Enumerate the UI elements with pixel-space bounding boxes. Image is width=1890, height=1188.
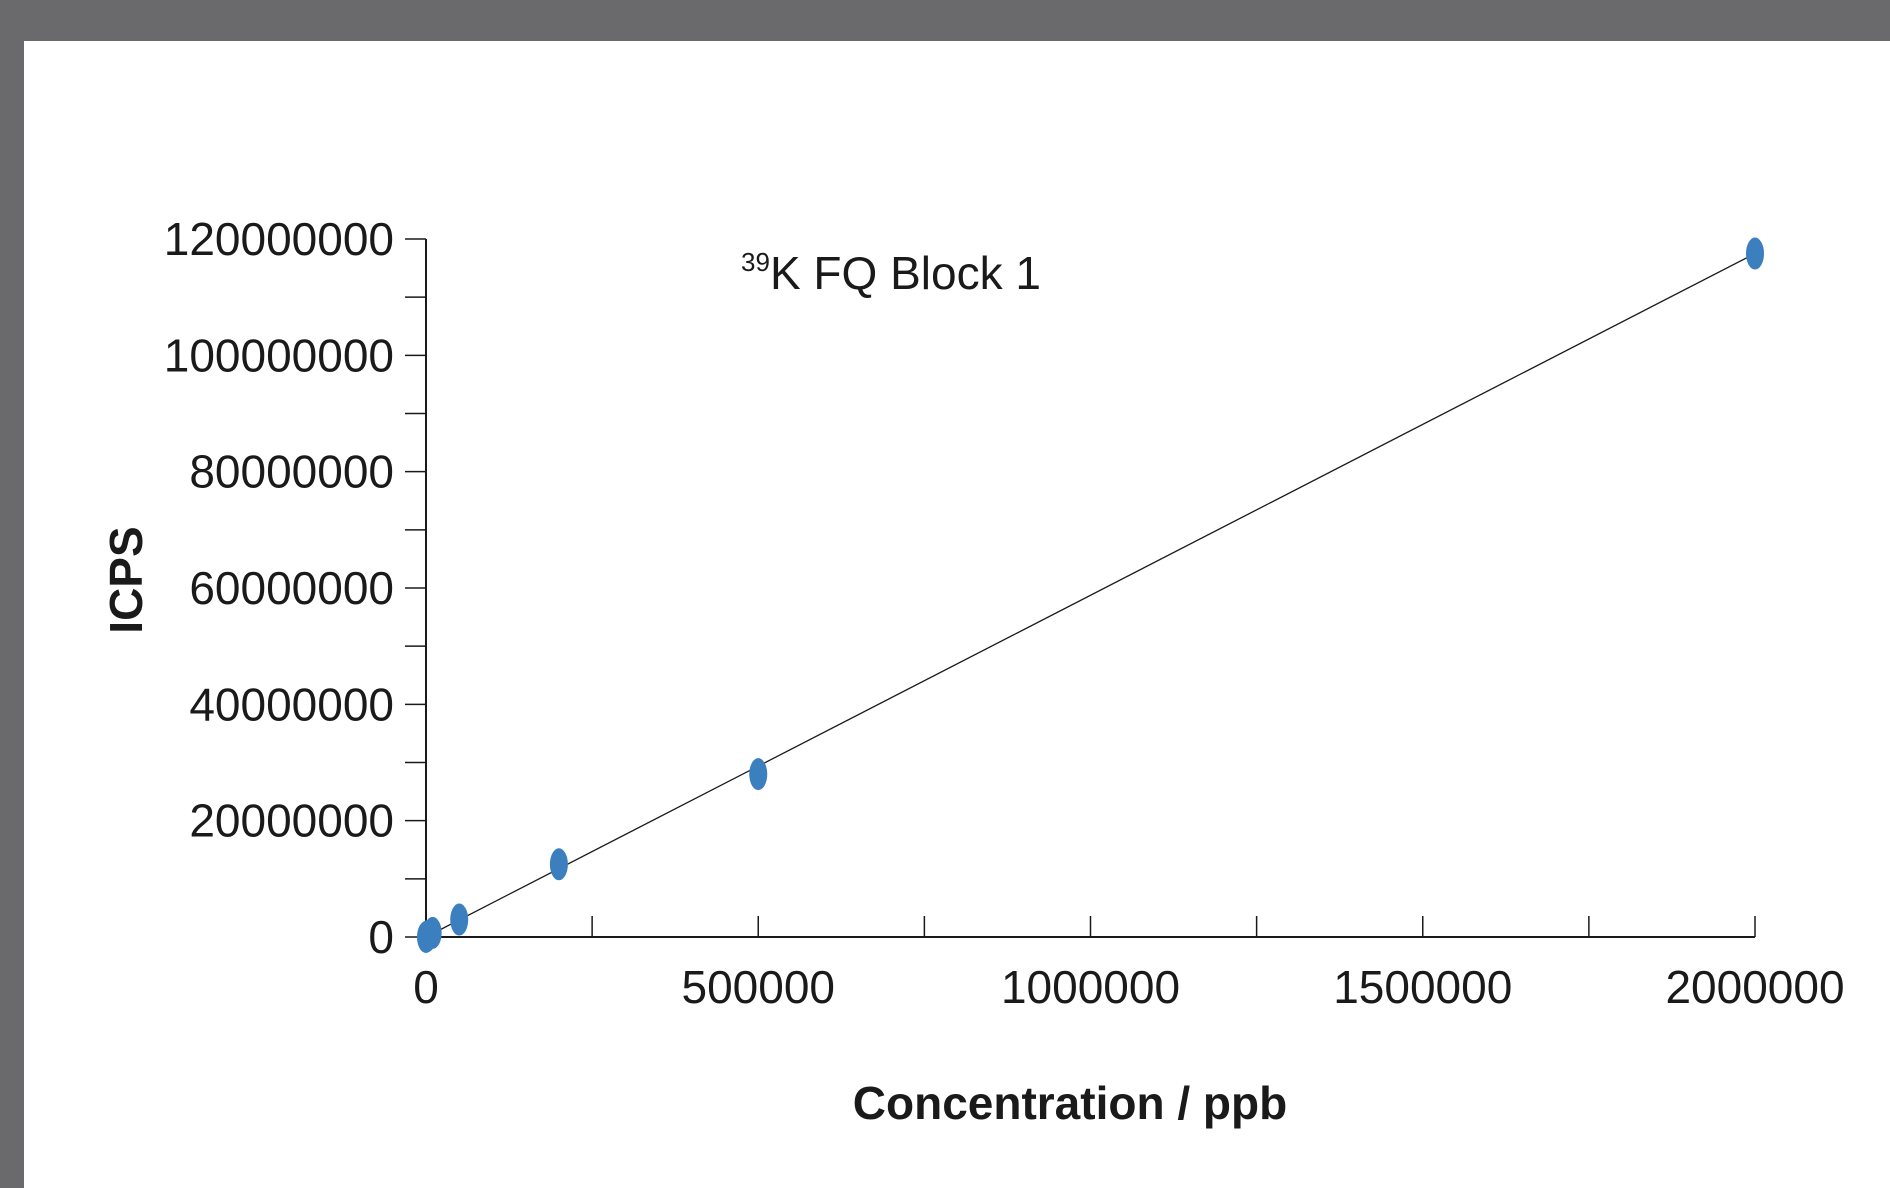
y-tick-label: 80000000	[189, 446, 394, 498]
y-tick-label: 120000000	[164, 213, 394, 265]
axes: 0200000004000000060000000800000001000000…	[164, 213, 1845, 1013]
x-tick-label: 0	[413, 961, 439, 1013]
data-point	[549, 848, 568, 881]
x-tick-label: 1000000	[1001, 961, 1180, 1013]
fit-line	[425, 252, 1756, 938]
y-axis-title: ICPS	[100, 526, 152, 633]
x-tick-label: 1500000	[1333, 961, 1512, 1013]
chart-title-isotope: 39	[741, 247, 770, 277]
chart-panel: 39K FQ Block 1 ICPS Concentration / ppb …	[24, 41, 1890, 1188]
chart-title-text: K FQ Block 1	[770, 247, 1041, 299]
calibration-chart: 39K FQ Block 1 ICPS Concentration / ppb …	[100, 213, 1845, 1129]
data-point	[423, 916, 442, 949]
y-tick-label: 60000000	[189, 562, 394, 614]
data-point	[450, 903, 469, 936]
x-tick-label: 2000000	[1665, 961, 1844, 1013]
y-tick-label: 100000000	[164, 329, 394, 381]
x-tick-label: 500000	[682, 961, 836, 1013]
x-axis-title: Concentration / ppb	[853, 1077, 1287, 1129]
y-tick-label: 20000000	[189, 795, 394, 847]
y-tick-label: 0	[368, 911, 394, 963]
data-point	[749, 758, 768, 791]
data-point	[1746, 237, 1764, 270]
plot-marks	[417, 237, 1764, 953]
chart-title: 39K FQ Block 1	[741, 247, 1041, 299]
y-tick-label: 40000000	[189, 678, 394, 730]
